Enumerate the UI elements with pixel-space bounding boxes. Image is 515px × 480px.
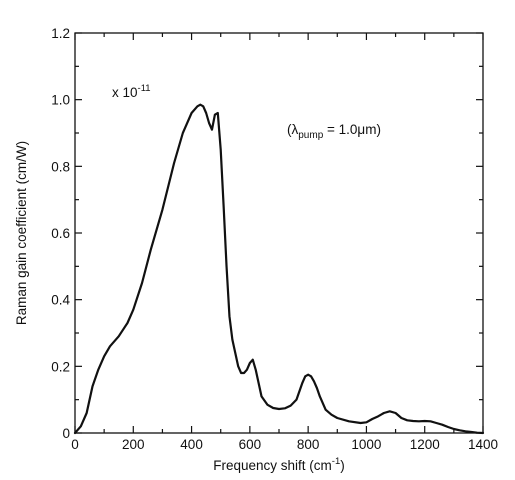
scale-factor-annotation: x 10-11 (112, 83, 151, 100)
x-tick-label: 0 (71, 437, 79, 452)
tick-labels: 0 200 400 600 800 1000 1200 1400 0 0.2 0.4 0.6 0.8 1.… (51, 26, 498, 452)
y-tick-label: 0.4 (51, 293, 70, 308)
x-axis-title-close: ) (340, 458, 345, 473)
pump-open: (λ (287, 122, 298, 137)
x-tick-label: 1200 (410, 437, 440, 452)
scale-base: x 10 (112, 85, 138, 100)
y-tick-label: 0 (62, 426, 70, 441)
x-tick-label: 400 (180, 437, 203, 452)
y-axis-title: Raman gain coefficient (cm/W) (14, 141, 29, 325)
x-tick-label: 800 (297, 437, 320, 452)
axis-ticks (74, 32, 484, 434)
gain-curve (73, 103, 485, 435)
y-tick-label: 1.0 (51, 93, 70, 108)
pump-wavelength-annotation: (λpump = 1.0μm) (287, 122, 381, 141)
x-axis-title: Frequency shift (cm-1) (213, 456, 345, 473)
scale-exponent: -11 (138, 83, 151, 94)
x-axis-title-sup: -1 (332, 456, 340, 467)
pump-subscript: pump (298, 130, 323, 141)
x-tick-label: 600 (239, 437, 262, 452)
y-tick-label: 1.2 (51, 26, 70, 41)
x-tick-label: 200 (122, 437, 145, 452)
x-tick-label: 1000 (351, 437, 381, 452)
y-tick-label: 0.6 (51, 226, 70, 241)
x-tick-label: 1400 (468, 437, 498, 452)
pump-rest: = 1.0μm) (323, 122, 381, 137)
y-tick-label: 0.2 (51, 359, 70, 374)
y-tick-label: 0.8 (51, 159, 70, 174)
x-axis-title-main: Frequency shift (cm (213, 458, 332, 473)
